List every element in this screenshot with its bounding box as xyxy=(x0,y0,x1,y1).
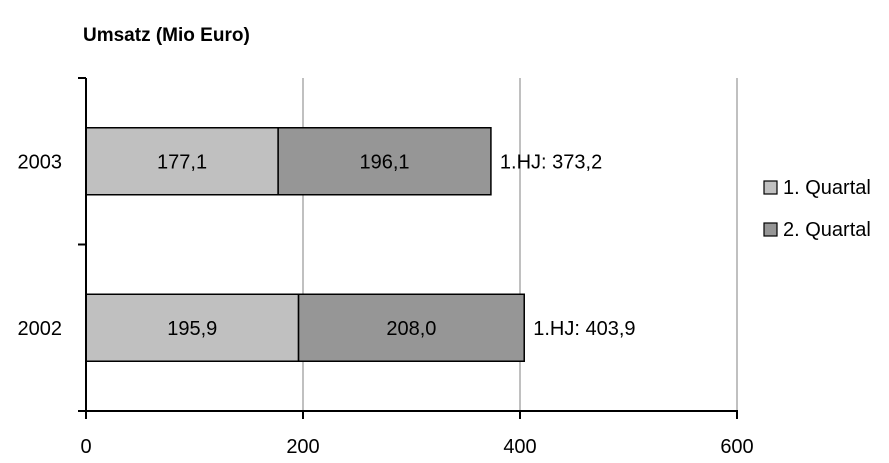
axes xyxy=(78,77,738,419)
x-tick-label-400: 400 xyxy=(503,436,536,458)
bars xyxy=(85,127,525,362)
data-label-2002-series-2: 208,0 xyxy=(386,318,436,340)
category-label-2002: 2002 xyxy=(18,318,63,340)
legend-swatch-series-2 xyxy=(763,222,778,237)
legend: 1. Quartal 2. Quartal xyxy=(763,177,871,241)
total-label-2003: 1.HJ: 373,2 xyxy=(500,151,602,173)
legend-swatch-series-1 xyxy=(763,180,778,195)
x-tick-label-200: 200 xyxy=(286,436,319,458)
data-label-2002-series-1: 195,9 xyxy=(167,318,217,340)
labels: 195,9 208,0 1.HJ: 403,9 2002 177,1 196,1 1.HJ:… xyxy=(18,151,754,458)
x-tick-label-0: 0 xyxy=(80,436,91,458)
data-label-2003-series-2: 196,1 xyxy=(360,151,410,173)
legend-label-series-2: 2. Quartal xyxy=(783,219,871,241)
total-label-2002: 1.HJ: 403,9 xyxy=(533,318,635,340)
bar-2003-series-1 xyxy=(85,127,279,196)
chart-title: Umsatz (Mio Euro) xyxy=(83,25,250,46)
bar-2002-series-1 xyxy=(85,293,300,362)
bar-2002-series-2 xyxy=(297,293,525,362)
x-tick-label-600: 600 xyxy=(720,436,753,458)
category-label-2003: 2003 xyxy=(18,151,63,173)
legend-label-series-1: 1. Quartal xyxy=(783,177,871,199)
data-label-2003-series-1: 177,1 xyxy=(157,151,207,173)
bar-2003-series-2 xyxy=(277,127,492,196)
